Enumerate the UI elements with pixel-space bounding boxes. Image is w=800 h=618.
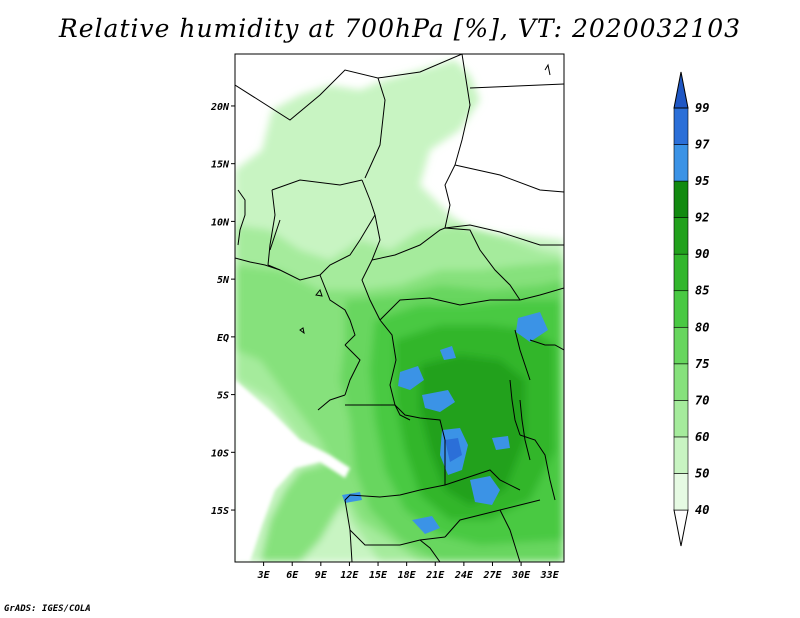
lon-tick-label: 15E bbox=[369, 570, 388, 581]
legend-swatch bbox=[673, 436, 689, 474]
legend-swatch bbox=[673, 290, 689, 328]
legend-level-label: 50 bbox=[695, 466, 709, 480]
lat-tick-label: 10S bbox=[211, 448, 229, 459]
lat-tick-label: 15S bbox=[211, 506, 229, 517]
humidity-field bbox=[235, 54, 564, 562]
legend-swatch bbox=[673, 400, 689, 438]
longitude-axis: 3E 6E 9E 12E 15E 18E 21E 24E 27E 30E 33E bbox=[257, 562, 560, 581]
lon-tick-label: 18E bbox=[398, 570, 417, 581]
lon-tick-label: 3E bbox=[257, 570, 271, 581]
legend-swatch-below bbox=[673, 509, 689, 547]
lat-tick-label: 5S bbox=[217, 391, 229, 402]
lat-tick-label: EQ bbox=[217, 333, 229, 344]
legend-swatch-above bbox=[673, 71, 689, 109]
legend-level-label: 75 bbox=[695, 357, 709, 371]
plot-frame bbox=[234, 53, 565, 563]
legend-swatch bbox=[673, 144, 689, 182]
lat-tick-label: 15N bbox=[211, 160, 230, 171]
legend-level-label: 85 bbox=[695, 284, 709, 298]
latitude-axis: 20N 15N 10N 5N EQ 5S 10S 15S bbox=[210, 102, 235, 517]
legend-swatch bbox=[673, 253, 689, 292]
legend-level-label: 99 bbox=[695, 101, 709, 115]
country-borders bbox=[235, 54, 564, 562]
lat-tick-label: 10N bbox=[211, 217, 230, 228]
lat-tick-label: 5N bbox=[217, 275, 230, 286]
color-legend: 40 50 60 70 75 80 85 90 92 95 97 99 bbox=[673, 71, 710, 547]
lon-tick-label: 6E bbox=[286, 570, 299, 581]
legend-swatch bbox=[673, 473, 689, 511]
legend-swatch bbox=[673, 217, 689, 255]
lon-tick-label: 9E bbox=[315, 570, 328, 581]
legend-level-label: 60 bbox=[695, 430, 709, 444]
legend-level-label: 97 bbox=[695, 138, 710, 152]
legend-swatch bbox=[673, 107, 689, 145]
legend-level-label: 80 bbox=[695, 320, 709, 334]
legend-level-label: 40 bbox=[695, 503, 709, 517]
lon-tick-label: 30E bbox=[511, 570, 531, 581]
legend-level-label: 90 bbox=[695, 247, 709, 261]
lon-tick-label: 21E bbox=[425, 570, 445, 581]
high-humidity-patches bbox=[342, 312, 548, 534]
legend-level-label: 95 bbox=[695, 174, 709, 188]
lon-tick-label: 33E bbox=[540, 570, 560, 581]
legend-level-label: 92 bbox=[695, 211, 709, 225]
lat-tick-label: 20N bbox=[210, 102, 230, 113]
lon-tick-label: 27E bbox=[482, 570, 502, 581]
lon-tick-label: 12E bbox=[340, 570, 359, 581]
lon-tick-label: 24E bbox=[454, 570, 474, 581]
legend-swatch bbox=[673, 363, 689, 401]
legend-swatch bbox=[673, 326, 689, 365]
chart-title: Relative humidity at 700hPa [%], VT: 202… bbox=[58, 14, 742, 43]
legend-swatch bbox=[673, 180, 689, 218]
grads-credit: GrADS: IGES/COLA bbox=[4, 604, 91, 614]
legend-level-label: 70 bbox=[695, 393, 709, 407]
